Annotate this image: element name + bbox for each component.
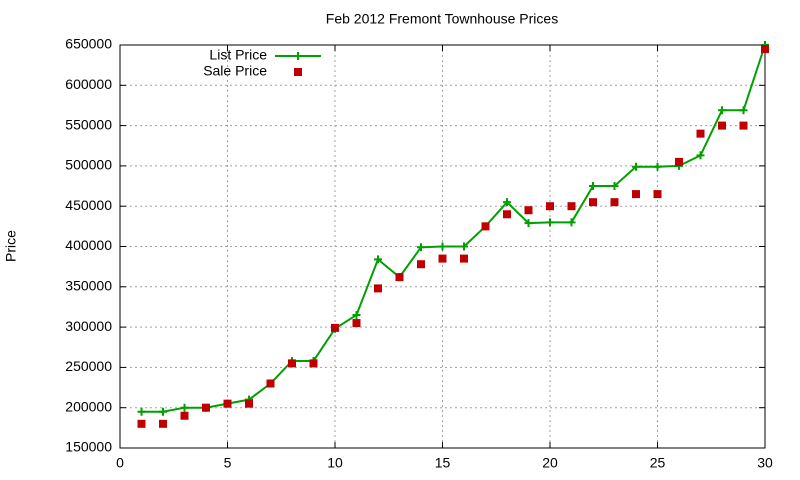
data-point — [696, 129, 705, 138]
data-point — [374, 284, 382, 293]
legend-marker — [294, 68, 302, 76]
data-point — [159, 407, 167, 416]
data-point — [524, 206, 533, 215]
data-point — [718, 121, 726, 130]
y-tick-label: 650000 — [65, 36, 112, 52]
data-point — [546, 218, 554, 227]
y-axis-label: Price — [3, 230, 19, 262]
x-tick-label: 25 — [650, 455, 666, 471]
data-point — [524, 219, 533, 228]
data-point — [352, 311, 361, 320]
y-tick-label: 200000 — [65, 398, 112, 414]
data-point — [546, 202, 554, 211]
data-point — [653, 162, 662, 171]
y-tick-label: 550000 — [65, 116, 112, 132]
data-point — [417, 243, 425, 252]
data-point — [288, 359, 296, 368]
y-tick-label: 150000 — [65, 439, 112, 455]
data-point — [180, 403, 189, 412]
data-point — [180, 411, 189, 420]
y-tick-label: 300000 — [65, 318, 112, 334]
legend-marker — [294, 52, 302, 60]
plot-frame — [119, 44, 766, 449]
data-point — [438, 242, 447, 251]
data-point — [567, 202, 576, 211]
data-point — [610, 182, 619, 191]
y-tick-label: 500000 — [65, 157, 112, 173]
y-tick-label: 600000 — [65, 76, 112, 92]
y-tick-label: 350000 — [65, 278, 112, 294]
data-point — [266, 379, 275, 388]
y-tick-label: 450000 — [65, 197, 112, 213]
legend-label: Sale Price — [203, 63, 267, 79]
data-point — [481, 222, 490, 231]
data-point — [632, 162, 640, 171]
y-tick-label: 250000 — [65, 358, 112, 374]
data-point — [503, 210, 511, 219]
data-point — [460, 254, 468, 263]
x-tick-label: 20 — [542, 455, 558, 471]
data-point — [739, 106, 748, 115]
data-point — [696, 151, 705, 160]
x-tick-label: 30 — [757, 455, 773, 471]
data-point — [610, 198, 619, 207]
data-point — [137, 407, 146, 416]
data-point — [374, 255, 382, 264]
data-point — [331, 323, 339, 332]
data-point — [567, 218, 576, 227]
data-point — [245, 399, 253, 408]
x-tick-label: 0 — [116, 455, 124, 471]
data-point — [309, 359, 318, 368]
data-point — [653, 190, 662, 199]
chart-title: Feb 2012 Fremont Townhouse Prices — [326, 11, 558, 27]
data-point — [395, 273, 404, 282]
data-point — [417, 260, 425, 269]
data-point — [589, 182, 597, 191]
data-point — [223, 399, 232, 408]
data-point — [675, 157, 683, 166]
data-point — [202, 403, 210, 412]
data-point — [438, 254, 447, 263]
data-point — [739, 121, 748, 130]
data-point — [589, 198, 597, 207]
data-point — [503, 198, 511, 207]
data-point — [137, 419, 146, 428]
data-point — [761, 45, 769, 54]
data-point — [159, 419, 167, 428]
x-tick-label: 5 — [224, 455, 232, 471]
data-point — [718, 106, 726, 115]
data-point — [352, 319, 361, 328]
data-point — [632, 190, 640, 199]
x-tick-label: 15 — [435, 455, 451, 471]
legend-label: List Price — [209, 47, 267, 63]
y-tick-label: 400000 — [65, 237, 112, 253]
data-point — [460, 242, 468, 251]
x-tick-label: 10 — [327, 455, 343, 471]
